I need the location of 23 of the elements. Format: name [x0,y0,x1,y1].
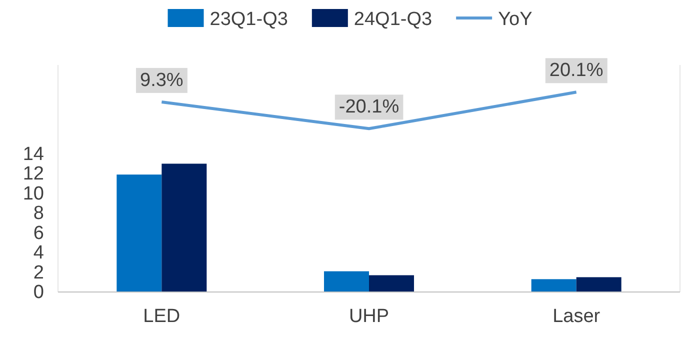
bar [369,275,414,292]
bar [324,271,369,292]
data-label: -20.1% [338,96,400,118]
bar [576,277,622,292]
y-tick-label: 4 [33,242,44,264]
y-tick-label: 6 [33,222,44,244]
y-tick-label: 12 [22,164,44,185]
bar [531,279,576,292]
y-tick-label: 0 [33,282,44,304]
data-label: 20.1% [549,60,604,82]
bar [162,164,207,292]
data-label: 9.3% [140,70,184,91]
legend-label: 24Q1-Q3 [354,9,432,30]
bar [116,174,162,292]
x-tick-label: UHP [348,306,390,327]
y-tick-label: 10 [22,183,44,204]
y-tick-label: 14 [22,144,44,165]
legend-label: YoY [498,9,533,30]
y-tick-label: 8 [33,203,44,224]
y-tick-label: 2 [33,262,44,284]
x-tick-label: LED [143,306,180,327]
legend-label: 23Q1-Q3 [210,9,288,30]
x-tick-label: Laser [552,306,601,327]
